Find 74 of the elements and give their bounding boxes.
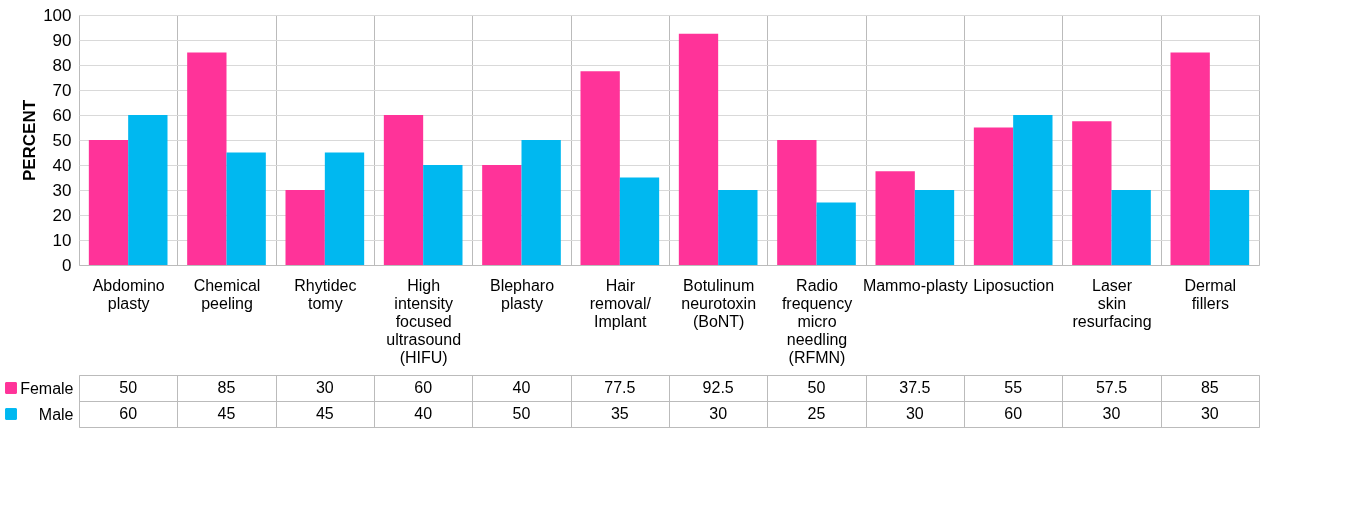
y-tick-label: 40: [52, 155, 72, 175]
bar: [777, 140, 817, 265]
bar: [619, 177, 660, 265]
y-tick-label: 20: [52, 205, 72, 225]
bar: [1209, 190, 1250, 265]
bar: [718, 190, 758, 265]
data-label: 60: [1004, 405, 1023, 422]
data-label: 45: [217, 405, 236, 422]
x-tick-label: Liposuction: [973, 276, 1055, 294]
y-tick-label: 80: [52, 55, 72, 75]
y-tick-label: 90: [52, 30, 72, 50]
y-tick-label: 10: [52, 230, 72, 250]
x-tick-label: Botulinum neurotoxin (BoNT): [681, 276, 757, 330]
bar: [1170, 52, 1210, 265]
bar: [1111, 190, 1151, 265]
data-label: 40: [512, 379, 531, 396]
bar: [973, 127, 1014, 265]
x-tick-label: Dermal fillers: [1184, 276, 1237, 312]
data-label: 85: [217, 379, 236, 396]
bar: [383, 115, 424, 265]
data-label: 40: [414, 405, 433, 422]
y-tick-label: 70: [52, 80, 72, 100]
bar: [88, 140, 129, 265]
y-tick-label: 60: [52, 105, 72, 125]
data-label: 37.5: [899, 379, 931, 396]
bar: [285, 190, 325, 265]
bar: [324, 152, 365, 265]
y-tick-label: 30: [52, 180, 72, 200]
data-label: 30: [905, 405, 924, 422]
bar: [423, 165, 463, 265]
bar: [678, 33, 719, 265]
bar: [482, 165, 522, 265]
bar: [128, 115, 168, 265]
y-axis-title: PERCENT: [20, 99, 40, 182]
data-label: 85: [1200, 379, 1219, 396]
x-tick-label: Mammo-plasty: [862, 276, 968, 294]
bar: [1013, 115, 1053, 265]
data-label: 50: [119, 379, 138, 396]
x-tick-label: Chemical peeling: [193, 276, 261, 312]
data-label: 30: [709, 405, 728, 422]
x-tick-label: Rhytidec tomy: [294, 276, 357, 312]
data-label: 30: [1102, 405, 1121, 422]
data-label: 50: [807, 379, 826, 396]
data-label: 57.5: [1095, 379, 1128, 396]
bar: [875, 171, 915, 265]
data-label: 50: [512, 405, 531, 422]
x-tick-label: Radio frequency micro needling (RFMN): [781, 276, 853, 366]
y-tick-label: 100: [43, 5, 72, 25]
data-label: 92.5: [702, 379, 734, 396]
data-label: 25: [807, 405, 826, 422]
x-tick-label: Abdomino plasty: [92, 276, 165, 312]
data-label: 77.5: [604, 379, 636, 396]
bar: [187, 52, 227, 265]
data-label: 30: [1200, 405, 1219, 422]
data-label: 45: [315, 405, 334, 422]
data-label: 30: [315, 379, 334, 396]
data-label: 60: [119, 405, 138, 422]
bar: [1072, 121, 1112, 265]
data-label: 55: [1004, 379, 1023, 396]
bar: [226, 152, 266, 265]
bar: [914, 190, 955, 265]
x-tick-label: Blepharo plasty: [489, 276, 555, 312]
y-tick-label: 50: [52, 130, 72, 150]
y-tick-label: 0: [62, 255, 72, 275]
x-tick-label: High intensity focused ultrasound (HIFU): [386, 276, 462, 366]
bar: [521, 140, 561, 265]
x-tick-label: Hair removal/ Implant: [589, 276, 652, 330]
data-label: 35: [610, 405, 629, 422]
bar: [816, 202, 856, 265]
bar: [580, 71, 620, 265]
legend-label: Female: [20, 379, 74, 397]
x-tick-label: Laser skin resurfacing: [1072, 276, 1152, 330]
data-label: 60: [414, 379, 433, 396]
legend-label: Male: [38, 405, 74, 423]
